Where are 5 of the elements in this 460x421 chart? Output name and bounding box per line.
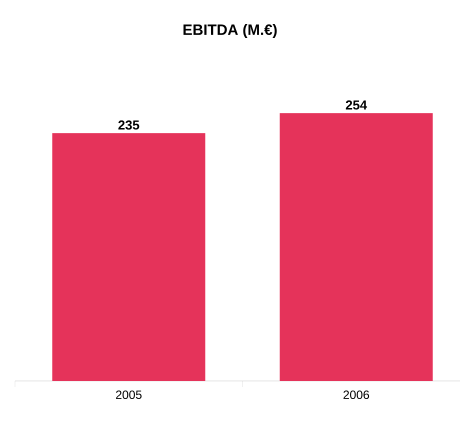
- x-tick-label: 2005: [116, 390, 142, 400]
- chart-title: EBITDA (M.€): [184, 24, 277, 38]
- data-label: 254: [346, 100, 368, 110]
- data-label: 235: [118, 120, 140, 130]
- x-tick-label: 2006: [344, 390, 370, 400]
